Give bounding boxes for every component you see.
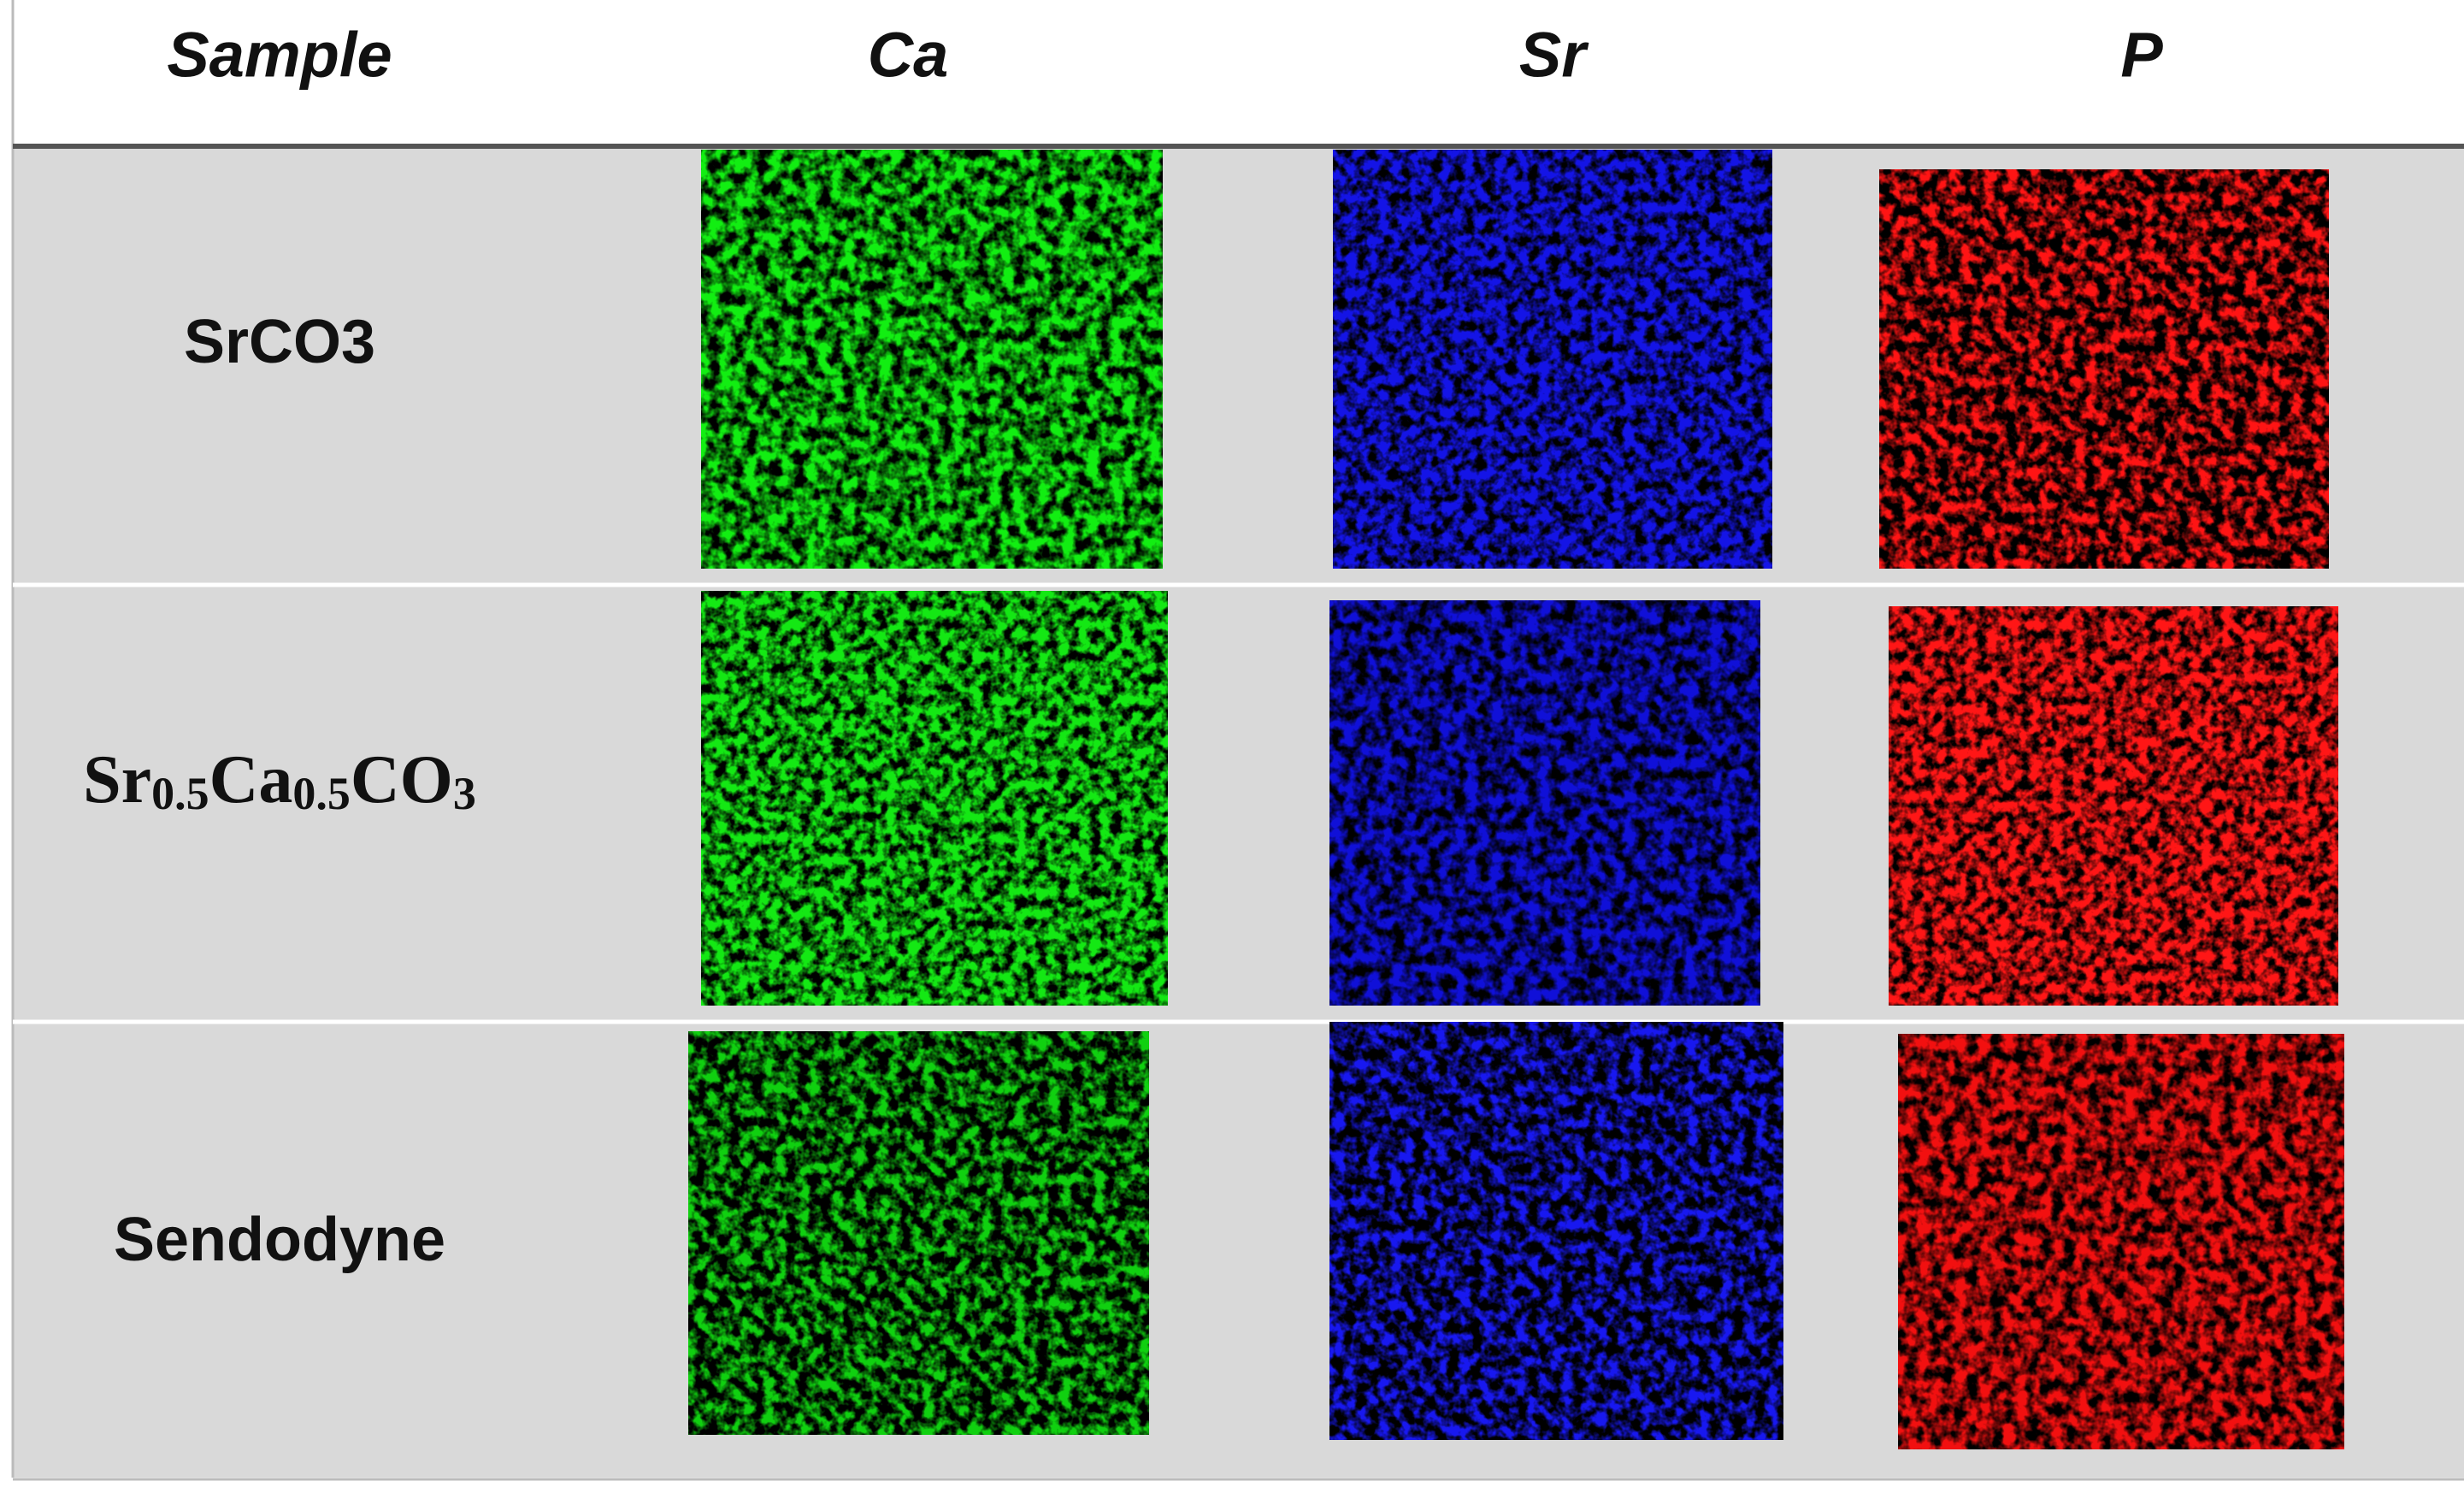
sample-label: Sendodyne [114,1206,445,1274]
sr-map [1333,150,1772,569]
label-text: Sr [83,742,151,817]
ca-map [701,591,1168,1006]
label-text: Ca [209,742,293,817]
p-map [1889,606,2338,1006]
ca-map [701,150,1163,569]
label-text: Sendodyne [114,1206,445,1274]
column-header: Sample [167,20,392,91]
column-header: Ca [868,20,949,91]
label-text: CO [351,742,453,817]
sr-map [1329,1022,1783,1440]
label-text: SrCO3 [184,308,375,376]
ca-map [688,1031,1149,1435]
p-map [1879,169,2329,569]
column-header: Sr [1519,20,1589,91]
subscript: 0.5 [292,768,351,819]
sample-label: SrCO3 [184,308,375,376]
subscript: 3 [453,768,476,819]
column-header: P [2120,20,2163,91]
sample-label: Sr0.5Ca0.5CO3 [83,742,476,819]
sr-map [1329,600,1760,1006]
subscript: 0.5 [151,768,209,819]
p-map [1898,1034,2344,1449]
